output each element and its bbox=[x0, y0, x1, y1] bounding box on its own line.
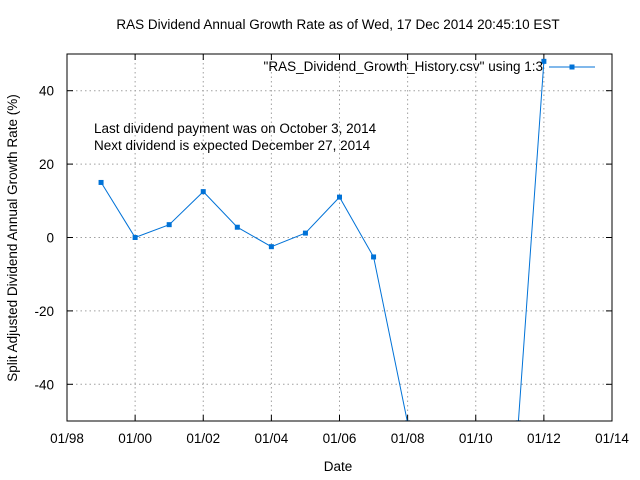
x-tick-label: 01/04 bbox=[254, 431, 288, 446]
data-point bbox=[166, 222, 172, 228]
legend-sample bbox=[549, 64, 595, 70]
x-tick-label: 01/12 bbox=[527, 431, 561, 446]
annotation-next-dividend: Next dividend is expected December 27, 2… bbox=[94, 138, 371, 153]
data-point bbox=[234, 224, 240, 230]
y-tick-label: 40 bbox=[39, 84, 54, 99]
y-tick-label: 0 bbox=[46, 231, 54, 246]
series-line bbox=[98, 58, 547, 421]
plot-frame bbox=[66, 53, 613, 422]
data-point bbox=[132, 235, 138, 240]
y-tick-label: -40 bbox=[34, 377, 54, 392]
chart-title: RAS Dividend Annual Growth Rate as of We… bbox=[116, 17, 559, 32]
x-tick-label: 01/14 bbox=[595, 431, 629, 446]
y-tick-label: -20 bbox=[34, 304, 54, 319]
grid-lines bbox=[67, 54, 612, 421]
x-tick-label: 01/06 bbox=[323, 431, 357, 446]
x-axis-label: Date bbox=[324, 459, 353, 474]
x-tick-label: 01/98 bbox=[50, 431, 84, 446]
data-point bbox=[371, 254, 377, 260]
x-tick-label: 01/00 bbox=[118, 431, 152, 446]
y-axis-label: Split Adjusted Dividend Annual Growth Ra… bbox=[5, 94, 20, 381]
x-tick-label: 01/10 bbox=[459, 431, 493, 446]
data-point bbox=[98, 179, 104, 185]
data-point bbox=[541, 58, 547, 64]
annotation-last-dividend: Last dividend payment was on October 3, … bbox=[94, 121, 377, 136]
x-tick-label: 01/08 bbox=[391, 431, 425, 446]
data-point bbox=[268, 244, 274, 250]
x-tick-labels: 01/98 01/00 01/02 01/04 01/06 01/08 01/10 01/12… bbox=[50, 431, 629, 446]
legend-point bbox=[569, 64, 575, 70]
legend: "RAS_Dividend_Growth_History.csv" using … bbox=[264, 59, 595, 74]
data-point bbox=[337, 194, 342, 200]
legend-label: "RAS_Dividend_Growth_History.csv" using … bbox=[264, 59, 543, 74]
data-point bbox=[200, 189, 206, 195]
data-point bbox=[302, 230, 308, 236]
y-tick-label: 20 bbox=[39, 157, 54, 172]
x-tick-label: 01/02 bbox=[186, 431, 220, 446]
series-polyline bbox=[100, 61, 545, 421]
y-tick-labels: -40 -20 0 20 40 bbox=[34, 84, 54, 393]
